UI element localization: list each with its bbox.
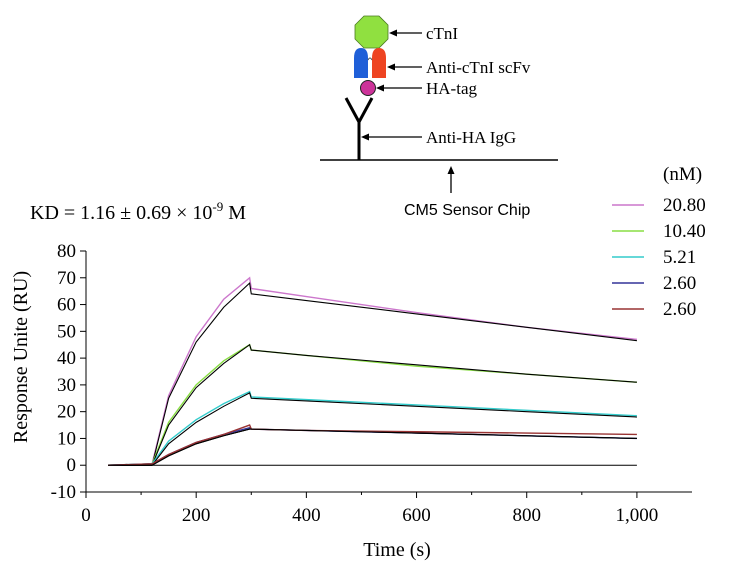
x-axis-title: Time (s) bbox=[363, 539, 431, 561]
x-tick-label: 1,000 bbox=[616, 505, 659, 526]
scfv-linker bbox=[367, 57, 373, 61]
kd-annotation: KD = 1.16 ± 0.69 × 10-9 M bbox=[30, 199, 246, 224]
kd-unit: M bbox=[223, 202, 246, 224]
x-tick-label: 200 bbox=[182, 505, 211, 526]
x-tick-label: 400 bbox=[292, 505, 321, 526]
scfv-right-domain bbox=[372, 48, 386, 78]
y-tick-label: 70 bbox=[57, 268, 76, 289]
y-tick-label: 0 bbox=[67, 455, 77, 476]
y-tick-label: 30 bbox=[57, 375, 76, 396]
series-fit-line bbox=[108, 343, 637, 466]
y-tick-label: -10 bbox=[51, 482, 76, 503]
legend-label: 2.60 bbox=[663, 273, 696, 294]
series-measured-line bbox=[108, 424, 637, 466]
legend-label: 10.40 bbox=[663, 221, 706, 242]
y-tick-label: 80 bbox=[57, 241, 76, 262]
y-tick-label: 60 bbox=[57, 295, 76, 316]
ctni-octagon bbox=[354, 15, 389, 49]
series-fit-line bbox=[108, 392, 637, 466]
cm5-chip-label: CM5 Sensor Chip bbox=[404, 202, 530, 219]
scfv-label: Anti-cTnI scFv bbox=[426, 58, 531, 77]
y-tick-label: 20 bbox=[57, 402, 76, 423]
legend-label: 2.60 bbox=[663, 299, 696, 320]
series-fit-line bbox=[108, 428, 637, 466]
ha-tag-label: HA-tag bbox=[426, 79, 477, 98]
scfv-left-domain bbox=[354, 48, 368, 78]
x-tick-label: 800 bbox=[512, 505, 541, 526]
x-tick-label: 600 bbox=[402, 505, 431, 526]
ha-tag-circle bbox=[360, 80, 376, 96]
assay-diagram: cTnI Anti-cTnI scFv HA-tag Anti-HA IgG C… bbox=[320, 15, 558, 219]
legend-label: 5.21 bbox=[663, 247, 696, 268]
y-tick-label: 40 bbox=[57, 348, 76, 369]
kd-main-text: KD = 1.16 ± 0.69 × 10 bbox=[30, 202, 212, 224]
ctni-label: cTnI bbox=[426, 24, 458, 43]
y-tick-label: 50 bbox=[57, 321, 76, 342]
y-axis-title: Response Unite (RU) bbox=[10, 271, 32, 443]
diagram-arrows bbox=[361, 29, 455, 193]
legend-label: 20.80 bbox=[663, 195, 706, 216]
x-tick-label: 0 bbox=[81, 505, 91, 526]
anti-ha-igg-label: Anti-HA IgG bbox=[426, 128, 516, 147]
legend-title: (nM) bbox=[663, 164, 702, 185]
antibody-icon bbox=[344, 97, 374, 160]
y-tick-label: 10 bbox=[57, 428, 76, 449]
legend: (nM) 20.80 10.40 5.21 2.60 2.60 bbox=[612, 164, 706, 320]
series-fit-line bbox=[108, 282, 637, 466]
kd-exponent: -9 bbox=[212, 199, 223, 214]
series-measured-line bbox=[108, 390, 637, 466]
